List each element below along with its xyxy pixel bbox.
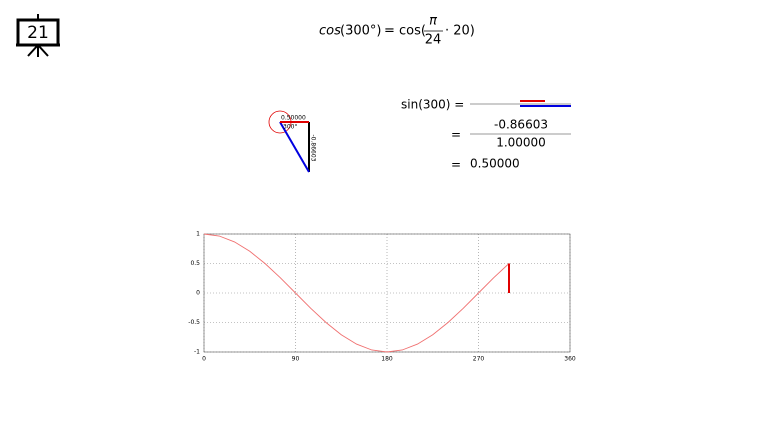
formula-denominator: 24 — [425, 33, 442, 48]
opposite-label: -0.86603 — [310, 135, 317, 162]
chart: 0 90 180 270 360 1 0.5 0 -0.5 -1 — [188, 231, 576, 363]
formula-tail: · 20) — [445, 24, 475, 39]
angle-label: 300° — [283, 124, 297, 131]
equation-lhs: sin(300) = — [401, 98, 464, 112]
x-tick-label: 0 — [202, 356, 206, 363]
y-tick-label: -1 — [194, 349, 200, 356]
x-tick-label: 360 — [564, 356, 576, 363]
denominator: 1.00000 — [496, 136, 546, 150]
x-tick-label: 180 — [381, 356, 393, 363]
formula-cos: cos — [319, 24, 341, 39]
y-tick-label: -0.5 — [188, 319, 200, 326]
formula-angle: (300°) — [340, 24, 381, 39]
x-tick-label: 90 — [292, 356, 300, 363]
y-tick-label: 0.5 — [190, 260, 200, 267]
numerator: -0.86603 — [494, 118, 548, 132]
header-formula: cos (300°) = cos( π 24 · 20) — [319, 14, 475, 48]
y-tick-label: 1 — [196, 231, 200, 238]
formula-pi: π — [429, 14, 437, 29]
y-tick-label: 0 — [196, 290, 200, 297]
slide-icon: 21 — [16, 14, 60, 57]
curve — [203, 233, 510, 353]
equation: sin(300) = -0.86603 1.00000 = = 0.50000 — [401, 98, 571, 172]
equals-sign: = — [451, 158, 461, 172]
formula-equals: = cos( — [384, 24, 426, 39]
slide-number: 21 — [27, 23, 49, 43]
x-tick-label: 270 — [473, 356, 485, 363]
equals-sign: = — [451, 128, 461, 142]
adjacent-label: 0.50000 — [281, 115, 306, 122]
triangle: 0.50000 300° -0.86603 — [268, 110, 317, 173]
result: 0.50000 — [470, 157, 520, 171]
